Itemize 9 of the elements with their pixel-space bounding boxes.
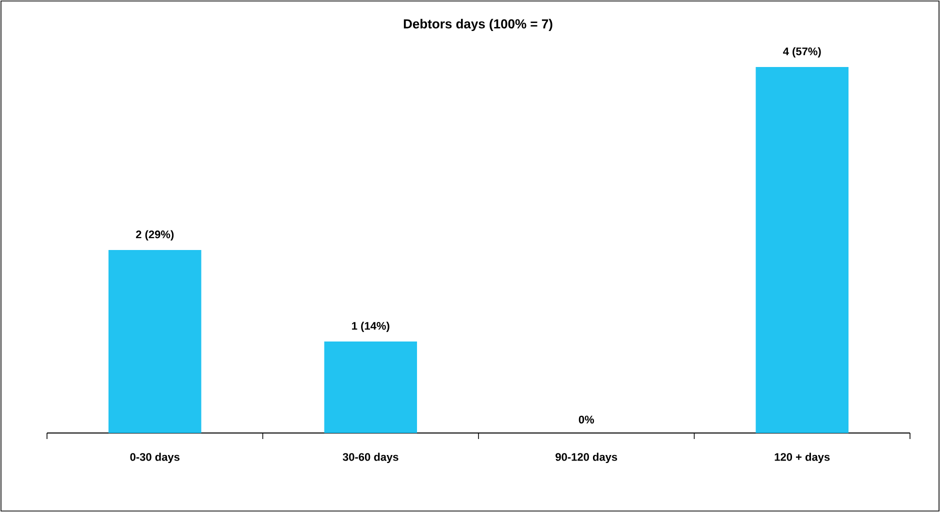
data-label: 0% [578, 416, 594, 424]
x-tick-label: 120 + days [774, 452, 830, 464]
x-tick-label: 0-30 days [130, 452, 180, 464]
x-tick-label: 90-120 days [556, 452, 618, 464]
chart-title: Debtors days (100% = 7) [404, 18, 552, 32]
data-label: 2 (29%) [136, 230, 174, 240]
data-label: 4 (57%) [783, 47, 821, 58]
data-label: 1 (14%) [352, 322, 390, 332]
x-tick-label: 30-60 days [342, 452, 398, 464]
